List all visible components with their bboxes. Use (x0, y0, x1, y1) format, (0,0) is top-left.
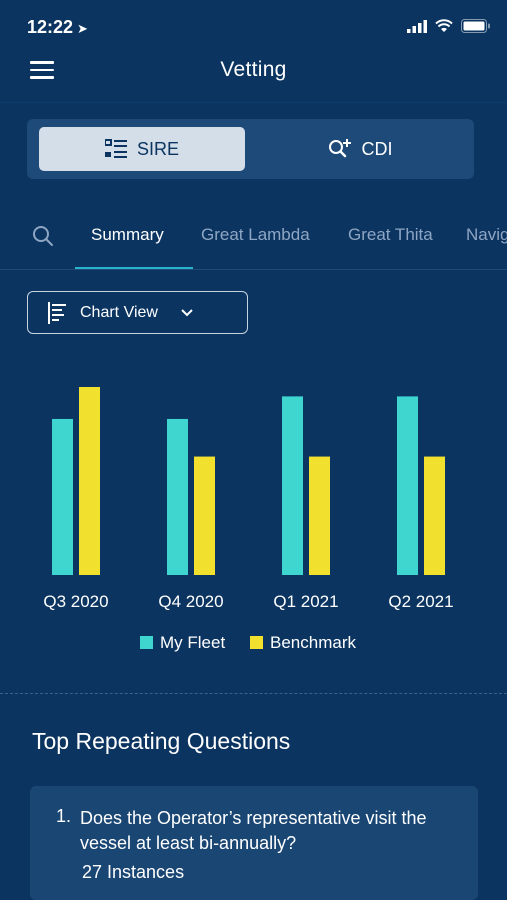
tab-great-thita[interactable]: Great Thita (348, 225, 433, 244)
x-tick-label: Q2 2021 (388, 592, 453, 611)
legend-my-fleet-label: My Fleet (160, 633, 225, 652)
segment-cdi-label: CDI (361, 138, 393, 159)
signal-icon (407, 19, 427, 33)
status-icons (407, 19, 491, 33)
hamburger-menu-icon[interactable] (30, 61, 54, 81)
status-time: 12:22 ➤ (27, 17, 88, 38)
section-divider (0, 693, 507, 694)
nav-bar: Vetting (0, 48, 507, 98)
tab-navig[interactable]: Navig (466, 225, 507, 244)
wifi-icon (435, 19, 453, 32)
bar-benchmark-2 (309, 456, 330, 575)
status-time-text: 12:22 (27, 17, 74, 37)
chart-view-label: Chart View (80, 303, 158, 321)
bar-benchmark-3 (424, 456, 445, 575)
x-tick-label: Q4 2020 (158, 592, 223, 611)
page-title: Vetting (220, 58, 287, 81)
legend-my-fleet-swatch (140, 636, 153, 649)
bar-benchmark-1 (194, 456, 215, 575)
x-tick-label: Q1 2021 (273, 592, 338, 611)
section-title: Top Repeating Questions (32, 728, 291, 754)
segment-sire-label: SIRE (136, 138, 179, 159)
question-card[interactable]: 1. Does the Operator’s representative vi… (30, 786, 478, 900)
search-plus-icon (328, 139, 351, 158)
tab-great-lambda[interactable]: Great Lambda (201, 225, 310, 244)
question-number: 1. (56, 806, 72, 826)
segment-cdi[interactable]: CDI (257, 127, 463, 171)
legend-benchmark-swatch (250, 636, 263, 649)
header-divider (0, 102, 507, 103)
chart-view-icon (48, 301, 66, 324)
bar-my-fleet-0 (52, 418, 73, 575)
segment-sire[interactable]: SIRE (39, 127, 245, 171)
bar-benchmark-0 (79, 387, 100, 575)
bar-my-fleet-2 (282, 396, 303, 575)
tab-summary[interactable]: Summary (91, 225, 164, 244)
bar-my-fleet-3 (397, 396, 418, 575)
x-tick-label: Q3 2020 (43, 592, 108, 611)
chevron-down-icon (181, 308, 193, 316)
tab-bar: Summary Great Lambda Great Thita Navig (0, 206, 507, 270)
question-instances: 27 Instances (82, 862, 185, 882)
active-tab-indicator (75, 267, 193, 269)
location-icon: ➤ (77, 21, 88, 36)
legend-benchmark-label: Benchmark (270, 633, 356, 652)
list-icon (104, 139, 127, 158)
chart-view-dropdown[interactable]: Chart View (27, 291, 248, 334)
segmented-control: SIRE CDI (27, 119, 474, 179)
battery-icon (461, 19, 490, 33)
bar-chart: Q3 2020 Q4 2020 Q1 2021 Q2 2021 My Fleet Benc… (43, 387, 454, 652)
question-text: Does the Operator’s representative visit… (80, 808, 427, 853)
bar-my-fleet-1 (167, 418, 188, 575)
status-bar: 12:22 ➤ (0, 0, 507, 50)
search-icon[interactable] (32, 225, 54, 252)
tabs-divider (0, 269, 507, 270)
